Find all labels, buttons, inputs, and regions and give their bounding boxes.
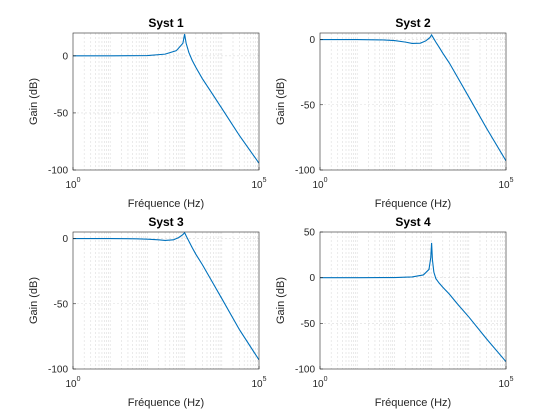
y-tick-label: -100 — [295, 166, 315, 177]
x-tick-label: 100 — [312, 376, 327, 390]
y-tick-label: -100 — [48, 166, 68, 177]
y-tick-label: -50 — [54, 299, 69, 310]
axes-box — [72, 32, 260, 171]
y-tick-label: 0 — [62, 234, 68, 245]
x-tick-label: 100 — [312, 177, 327, 191]
y-tick-label: -50 — [301, 319, 316, 330]
x-tick-label: 100 — [65, 177, 80, 191]
x-tick-label: 105 — [251, 177, 266, 191]
y-tick-label: -50 — [301, 100, 316, 111]
subplot-title: Syst 1 — [148, 16, 184, 30]
y-axis-label: Gain (dB) — [275, 78, 287, 125]
y-tick-label: -100 — [48, 365, 68, 376]
axes-box — [319, 231, 507, 370]
y-axis-label: Gain (dB) — [275, 277, 287, 324]
x-tick-label: 100 — [65, 376, 80, 390]
x-axis-label: Fréquence (Hz) — [128, 198, 204, 210]
y-axis-label: Gain (dB) — [28, 277, 40, 324]
y-axis-label: Gain (dB) — [28, 78, 40, 125]
x-tick-label: 105 — [251, 376, 266, 390]
y-tick-label: 0 — [62, 51, 68, 62]
subplot-title: Syst 3 — [148, 215, 184, 229]
subplot-title: Syst 4 — [395, 215, 431, 229]
subplot-title: Syst 2 — [395, 16, 431, 30]
y-tick-label: -50 — [54, 108, 69, 119]
x-tick-label: 105 — [498, 376, 513, 390]
y-tick-label: 0 — [309, 35, 315, 46]
series-line-1 — [73, 34, 259, 164]
series-line-1 — [73, 232, 259, 361]
x-axis-label: Fréquence (Hz) — [375, 397, 451, 409]
x-axis-label: Fréquence (Hz) — [375, 198, 451, 210]
y-tick-label: 50 — [304, 228, 316, 239]
y-tick-label: 0 — [309, 273, 315, 284]
axes-box — [72, 231, 260, 370]
axes-box — [319, 32, 507, 171]
x-tick-label: 105 — [498, 177, 513, 191]
series-line-1 — [320, 33, 506, 162]
series-line-1 — [320, 242, 506, 363]
x-axis-label: Fréquence (Hz) — [128, 397, 204, 409]
y-tick-label: -100 — [295, 365, 315, 376]
